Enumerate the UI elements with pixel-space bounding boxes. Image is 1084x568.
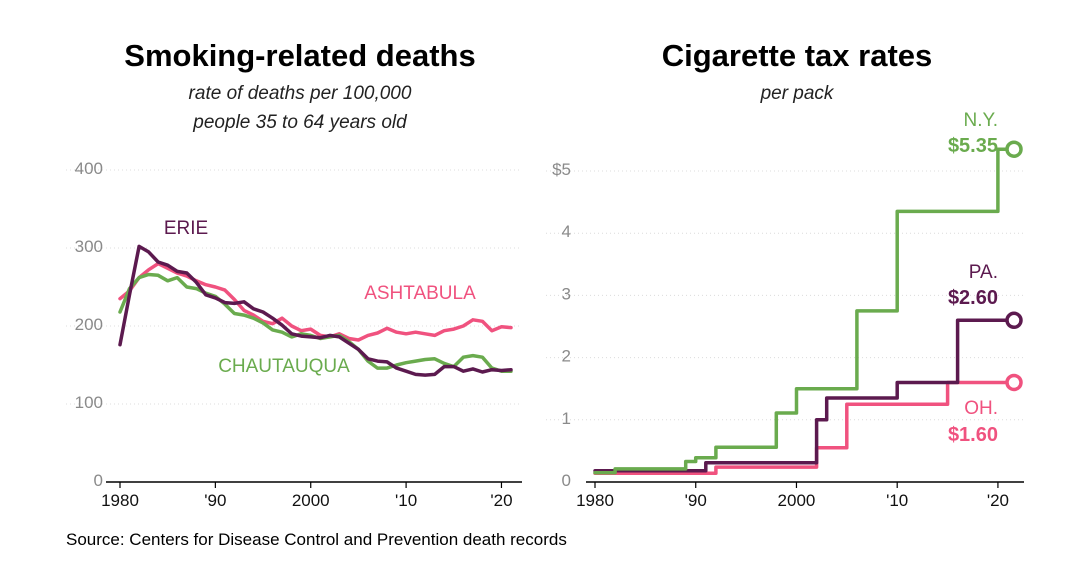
x-tick-label: '20 — [490, 491, 512, 510]
series-line-ashtabula — [118, 261, 513, 342]
tax-y-axis: 0 1 2 3 4 $5 — [552, 160, 571, 490]
series-value-pa: $2.60 — [948, 287, 998, 309]
y-tick-label: 1 — [562, 409, 571, 428]
deaths-chart: 0 100 200 300 400 1980 '90 2000 '10 '20 ERIE ASH… — [66, 159, 522, 510]
tax-series — [593, 147, 1020, 476]
series-line-ny — [593, 147, 1020, 475]
x-tick-label: '10 — [395, 491, 417, 510]
series-label-oh: OH. — [964, 398, 998, 419]
x-tick-label: 2000 — [778, 491, 816, 510]
series-value-ny: $5.35 — [948, 135, 998, 157]
chart-subtitle-deaths-2: people 35 to 64 years old — [192, 112, 408, 133]
x-tick-label: '90 — [685, 491, 707, 510]
y-tick-label: 0 — [94, 471, 103, 490]
y-tick-label: 100 — [75, 393, 103, 412]
deaths-y-axis: 0 100 200 300 400 — [75, 159, 103, 490]
x-tick-label: 1980 — [101, 491, 139, 510]
x-tick-label: '10 — [886, 491, 908, 510]
series-line-erie — [118, 244, 513, 377]
series-label-ashtabula: ASHTABULA — [364, 283, 476, 304]
y-tick-label: $5 — [552, 160, 571, 179]
y-tick-label: 0 — [562, 471, 571, 490]
y-tick-label: 200 — [75, 315, 103, 334]
chart-subtitle-deaths-1: rate of deaths per 100,000 — [189, 83, 412, 104]
series-label-erie: ERIE — [164, 218, 208, 239]
chart-title-tax: Cigarette tax rates — [662, 38, 933, 73]
deaths-series — [118, 244, 513, 377]
ny-endpoint-marker — [1005, 140, 1023, 158]
y-tick-label: 300 — [75, 237, 103, 256]
x-tick-label: '20 — [987, 491, 1009, 510]
series-line-oh — [593, 380, 1020, 476]
deaths-x-axis: 1980 '90 2000 '10 '20 — [101, 481, 522, 510]
tax-chart: 0 1 2 3 4 $5 1980 '90 2000 '10 '20 N.Y. $5.35 PA.… — [546, 110, 1024, 510]
chart-subtitle-tax: per pack — [760, 83, 835, 104]
tax-x-axis: 1980 '90 2000 '10 '20 — [576, 481, 1024, 510]
series-label-chautauqua: CHAUTAUQUA — [218, 356, 350, 377]
series-label-ny: N.Y. — [963, 110, 998, 131]
oh-endpoint-marker — [1005, 373, 1023, 392]
x-tick-label: '90 — [204, 491, 226, 510]
y-tick-label: 3 — [562, 284, 571, 303]
chart-title-deaths: Smoking-related deaths — [124, 38, 475, 73]
y-tick-label: 4 — [562, 222, 571, 241]
y-tick-label: 2 — [562, 347, 571, 366]
series-label-pa: PA. — [969, 262, 998, 283]
series-value-oh: $1.60 — [948, 424, 998, 446]
x-tick-label: 1980 — [576, 491, 614, 510]
x-tick-label: 2000 — [292, 491, 330, 510]
source-note: Source: Centers for Disease Control and … — [66, 530, 567, 549]
pa-endpoint-marker — [1005, 311, 1023, 330]
y-tick-label: 400 — [75, 159, 103, 178]
series-line-pa — [593, 318, 1020, 473]
